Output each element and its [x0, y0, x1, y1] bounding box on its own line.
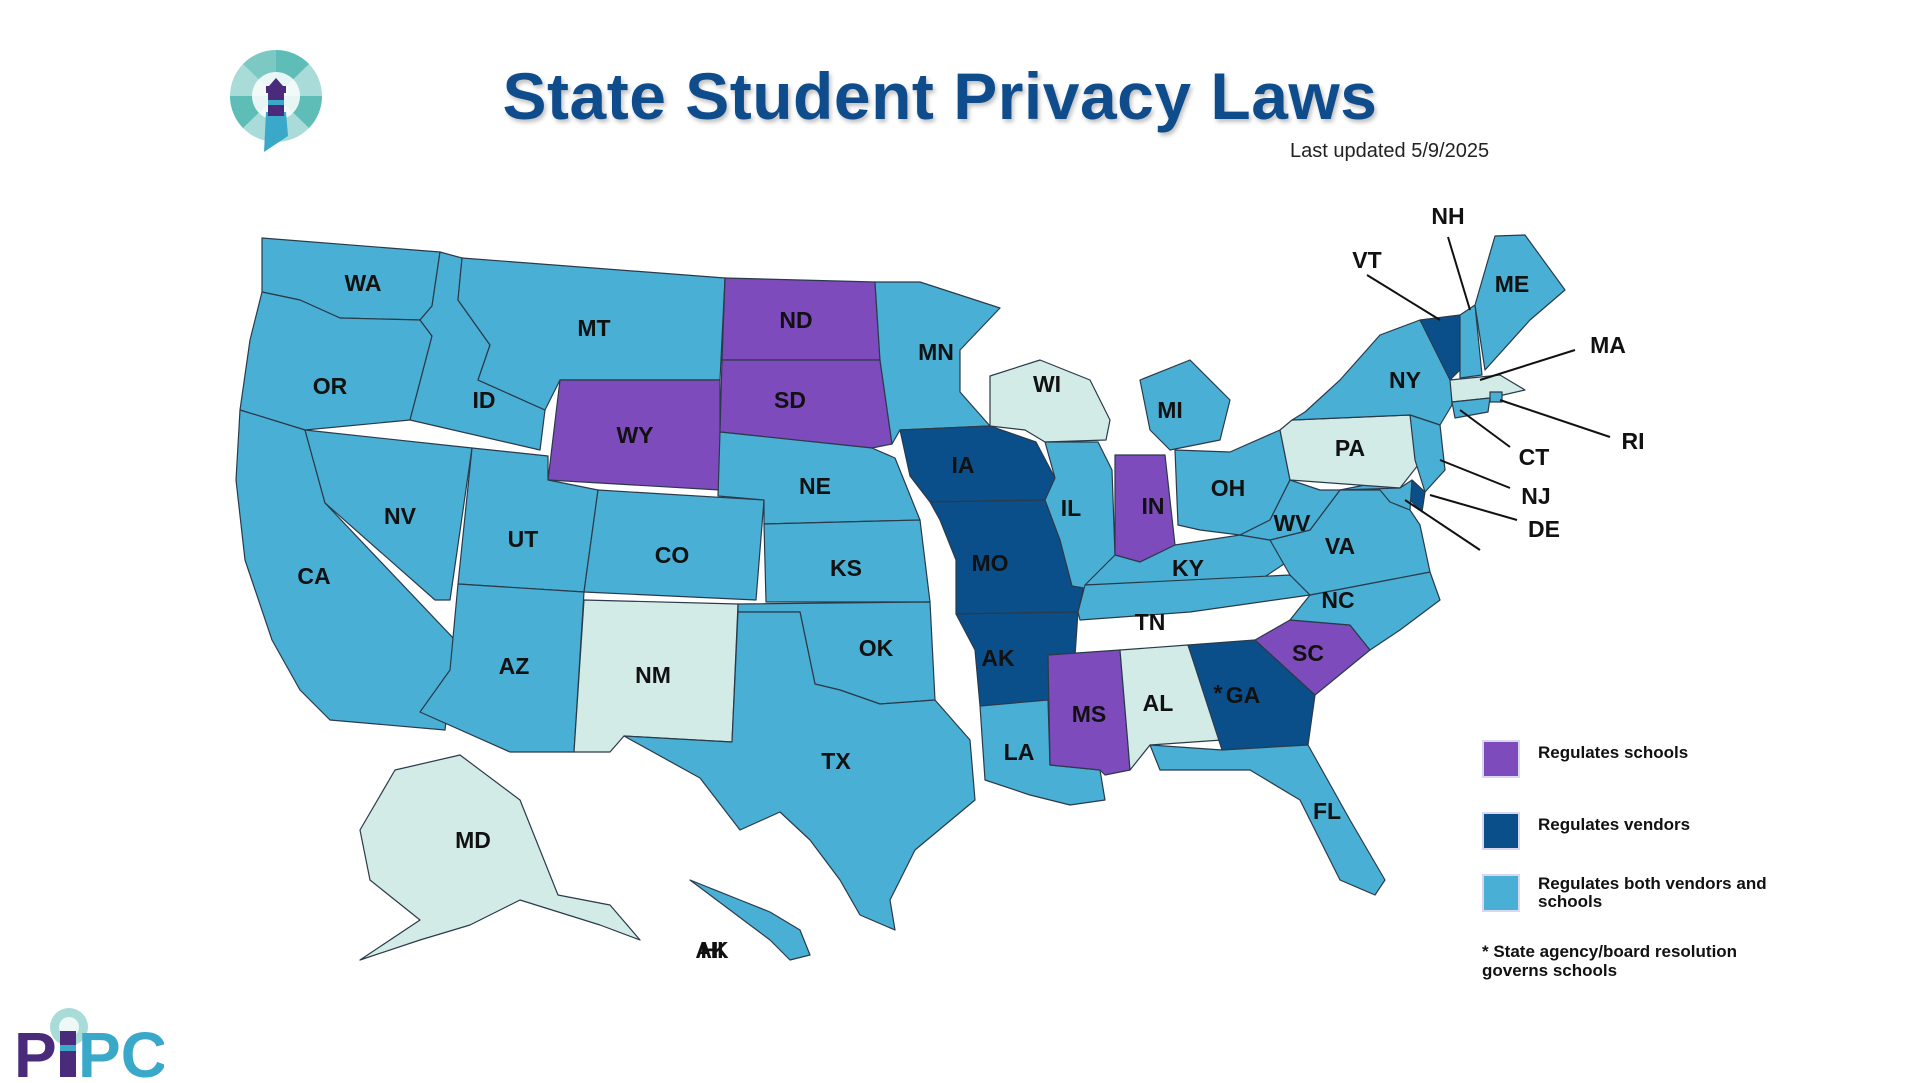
state-ne-label: NE	[799, 473, 831, 499]
legend-item-both: Regulates both vendors and schools	[1482, 874, 1812, 912]
state-ct-shape	[1451, 397, 1491, 419]
state-ia-shape	[899, 425, 1056, 503]
legend-swatch-both	[1482, 874, 1520, 912]
last-updated-date: Last updated 5/9/2025	[1290, 140, 1490, 162]
state-wi-shape	[989, 359, 1111, 443]
state-ca-label: CA	[297, 563, 330, 589]
state-nc-label: NC	[1321, 587, 1354, 613]
state-in-label: IN	[1142, 493, 1165, 519]
legend-item-schools: Regulates schools	[1482, 740, 1812, 778]
state-nh-label: NH	[1431, 203, 1464, 229]
leader-line-nj	[1439, 459, 1511, 489]
legend-swatch-vendors	[1482, 812, 1520, 850]
leader-line-vt	[1366, 274, 1441, 321]
pipc-wordmark-logo: P PC	[14, 1008, 164, 1083]
state-wv-shape	[1239, 479, 1341, 541]
state-al-footnote-mark: *	[1214, 680, 1223, 706]
legend-item-vendors: Regulates vendors	[1482, 812, 1812, 850]
state-or-label: OR	[313, 373, 348, 399]
state-tn-label: TN	[1135, 609, 1166, 635]
state-mi-shape	[1139, 359, 1231, 451]
state-oh-label: OH	[1211, 475, 1246, 501]
state-ak-2-shape	[359, 754, 641, 961]
state-ut-label: UT	[508, 526, 539, 552]
leader-line-md	[1404, 499, 1481, 551]
state-al-label: AL	[1143, 690, 1174, 716]
state-sd-label: SD	[774, 387, 806, 413]
page-title: State Student Privacy Laws	[502, 59, 1378, 133]
legend-label-both: Regulates both vendors and schools	[1538, 874, 1767, 911]
state-nj-shape	[1409, 414, 1446, 493]
state-nv-shape	[304, 429, 473, 601]
state-ms-label: MS	[1072, 701, 1107, 727]
legend-swatch-schools	[1482, 740, 1520, 778]
leader-line-ma	[1479, 349, 1576, 381]
state-mt-label: MT	[577, 315, 610, 341]
state-mn-shape	[874, 281, 1001, 445]
state-nj-label: NJ	[1521, 483, 1550, 509]
state-fl-label: FL	[1313, 798, 1341, 824]
state-la-label: LA	[1004, 739, 1035, 765]
state-wv-label: WV	[1273, 510, 1311, 536]
state-me-shape	[1474, 234, 1566, 371]
state-mn-label: MN	[918, 339, 954, 365]
state-pa-label: PA	[1335, 435, 1365, 461]
svg-text:P: P	[14, 1019, 57, 1083]
state-ny-label: NY	[1389, 367, 1421, 393]
state-hi-shape	[689, 879, 811, 961]
leader-line-ri	[1499, 399, 1611, 438]
state-sd-shape	[719, 359, 893, 449]
leader-line-de	[1429, 494, 1518, 521]
state-nm-label: NM	[635, 662, 671, 688]
state-ri-label: RI	[1622, 428, 1645, 454]
state-fl-shape	[1149, 744, 1386, 896]
state-md-shape	[1339, 479, 1413, 511]
state-nd-label: ND	[779, 307, 812, 333]
state-ct-label: CT	[1519, 444, 1550, 470]
state-co-shape	[583, 489, 765, 601]
state-wa-label: WA	[344, 270, 381, 296]
state-ak-label: AK	[981, 645, 1015, 671]
leader-line-ct	[1459, 409, 1511, 448]
legend-label-schools: Regulates schools	[1538, 743, 1689, 762]
state-me-label: ME	[1495, 271, 1530, 297]
state-va-label: VA	[1325, 533, 1355, 559]
state-tx-label: TX	[821, 748, 851, 774]
state-ak-2-label: AK	[695, 937, 729, 963]
state-ok-label: OK	[859, 635, 894, 661]
state-vt-label: VT	[1352, 247, 1381, 273]
state-de-label: DE	[1528, 516, 1560, 542]
state-mo-label: MO	[971, 550, 1008, 576]
state-tx-shape	[623, 611, 976, 931]
state-ga-label: GA	[1226, 682, 1261, 708]
state-ia-label: IA	[952, 452, 975, 478]
state-ky-label: KY	[1172, 555, 1204, 581]
state-id-label: ID	[473, 387, 496, 413]
state-co-label: CO	[655, 542, 690, 568]
state-hi-label: HI	[701, 937, 724, 963]
state-wi-label: WI	[1033, 371, 1061, 397]
state-mi-label: MI	[1157, 397, 1183, 423]
state-wy-label: WY	[616, 422, 653, 448]
state-ga-shape	[1187, 639, 1316, 751]
leader-line-nh	[1447, 236, 1471, 311]
state-ks-label: KS	[830, 555, 862, 581]
state-md-label: MD	[455, 827, 491, 853]
state-az-label: AZ	[499, 653, 530, 679]
state-ma-label: MA	[1590, 332, 1626, 358]
state-il-shape	[1044, 441, 1116, 591]
state-sc-label: SC	[1292, 640, 1324, 666]
pipc-lighthouse-logo	[230, 50, 322, 152]
svg-text:PC: PC	[78, 1019, 164, 1083]
legend-label-vendors: Regulates vendors	[1538, 815, 1691, 834]
footnote: * State agency/board resolution governs …	[1482, 942, 1738, 980]
state-nv-label: NV	[384, 503, 417, 529]
state-il-label: IL	[1061, 495, 1081, 521]
